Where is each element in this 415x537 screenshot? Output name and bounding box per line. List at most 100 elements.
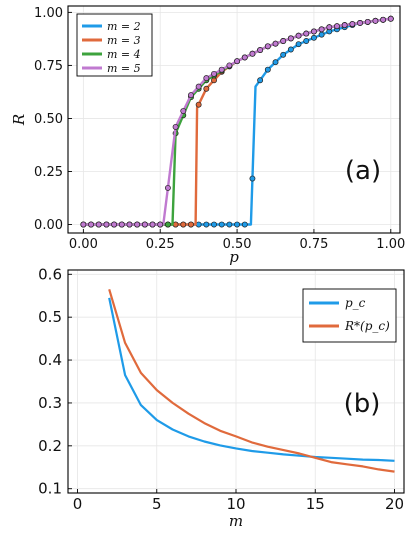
legend-box	[302, 288, 397, 343]
data-point	[249, 50, 256, 57]
series-pc	[108, 297, 395, 462]
x-tick-label: 0	[73, 495, 83, 513]
legend-label: R*(p_c)	[344, 319, 390, 333]
data-point	[118, 221, 125, 228]
data-point	[257, 77, 264, 84]
data-point	[380, 16, 387, 23]
data-point	[188, 221, 194, 228]
panel-a-label: (a)	[345, 156, 381, 186]
data-point	[295, 32, 302, 39]
y-tick-label: 1.00	[34, 6, 63, 21]
data-point	[149, 221, 156, 228]
data-point	[241, 221, 248, 228]
data-point	[157, 221, 164, 228]
data-point	[249, 175, 256, 182]
legend-label: m = 3	[107, 34, 141, 47]
x-tick-label: 5	[152, 495, 162, 513]
data-point	[195, 101, 202, 108]
data-point	[264, 66, 271, 73]
data-point	[264, 43, 271, 50]
data-point	[80, 221, 87, 228]
x-tick-label: 15	[306, 495, 325, 513]
y-tick-label: 0.1	[38, 480, 62, 498]
panel-a: 0.00 0.25 0.50 0.75 1.00 0.00 0.25 0.50 0.75 1.00…	[10, 5, 405, 266]
data-point	[372, 17, 379, 24]
x-tick-label: 20	[385, 495, 404, 513]
data-point	[226, 62, 233, 69]
panel-b: 0 5 10 15 20 0.1 0.2 0.3 0.4 0.5 0.6 m (b) p_c R*(p…	[38, 265, 405, 530]
legend-label: m = 5	[107, 62, 141, 75]
data-point	[241, 54, 248, 61]
data-point	[318, 26, 325, 33]
data-point	[326, 24, 333, 31]
data-point	[349, 21, 356, 27]
data-point	[180, 108, 187, 114]
y-tick-label: 0.3	[38, 394, 62, 412]
data-point	[310, 34, 317, 41]
panel-b-label: (b)	[344, 389, 381, 419]
data-point	[195, 83, 202, 90]
data-point	[287, 46, 294, 53]
x-tick-label: 10	[226, 495, 245, 513]
panel-a-ticks: 0.00 0.25 0.50 0.75 1.00 0.00 0.25 0.50 0.75 1.00	[34, 6, 405, 252]
data-point	[318, 31, 325, 38]
data-point	[164, 184, 171, 191]
data-point	[218, 66, 225, 73]
data-point	[218, 221, 225, 228]
x-tick-label: 0.00	[69, 237, 98, 252]
data-point	[287, 35, 294, 42]
data-point	[272, 59, 279, 66]
panel-a-series	[80, 15, 394, 228]
data-point	[364, 18, 371, 25]
data-point	[126, 221, 133, 228]
y-tick-label: 0.5	[38, 308, 62, 326]
x-tick-label: 0.75	[299, 237, 328, 252]
data-point	[203, 85, 210, 92]
data-point	[234, 221, 241, 228]
data-point	[111, 221, 118, 228]
data-point	[188, 92, 194, 99]
data-point	[272, 40, 279, 47]
data-point	[310, 28, 317, 35]
data-point	[387, 15, 394, 22]
data-point	[211, 221, 217, 228]
panel-a-legend: m = 2m = 3m = 4m = 5	[76, 13, 153, 77]
series-r-star	[108, 288, 395, 473]
data-point	[134, 221, 141, 228]
y-tick-label: 0.25	[34, 165, 63, 180]
data-point	[180, 221, 187, 228]
data-point	[341, 22, 348, 29]
x-tick-label: 0.25	[146, 237, 175, 252]
y-tick-label: 0.75	[34, 59, 63, 74]
panel-b-x-axis-label: m	[229, 512, 243, 530]
data-point	[195, 221, 202, 228]
data-point	[303, 30, 310, 37]
data-point	[164, 221, 171, 228]
series-m-5	[80, 15, 394, 228]
data-point	[357, 20, 363, 26]
data-point	[172, 221, 179, 228]
data-point	[211, 70, 217, 77]
data-point	[141, 221, 148, 228]
y-tick-label: 0.2	[38, 437, 62, 455]
data-point	[303, 38, 310, 44]
data-point	[211, 77, 217, 84]
y-tick-label: 0.00	[34, 218, 63, 233]
x-tick-label: 1.00	[376, 237, 405, 252]
y-tick-label: 0.4	[38, 351, 62, 369]
panel-b-gridlines	[68, 270, 404, 493]
x-tick-label: 0.50	[223, 237, 252, 252]
data-point	[334, 23, 340, 30]
data-point	[280, 51, 287, 58]
panel-a-x-axis-label: p	[229, 248, 239, 266]
data-point	[203, 75, 210, 82]
legend-box	[76, 13, 153, 77]
data-point	[172, 123, 179, 130]
panel-a-frame	[67, 5, 401, 234]
data-point	[103, 221, 110, 228]
data-point	[226, 221, 233, 228]
data-point	[95, 221, 102, 228]
data-point	[257, 47, 264, 53]
data-point	[295, 41, 302, 48]
data-point	[88, 221, 95, 228]
